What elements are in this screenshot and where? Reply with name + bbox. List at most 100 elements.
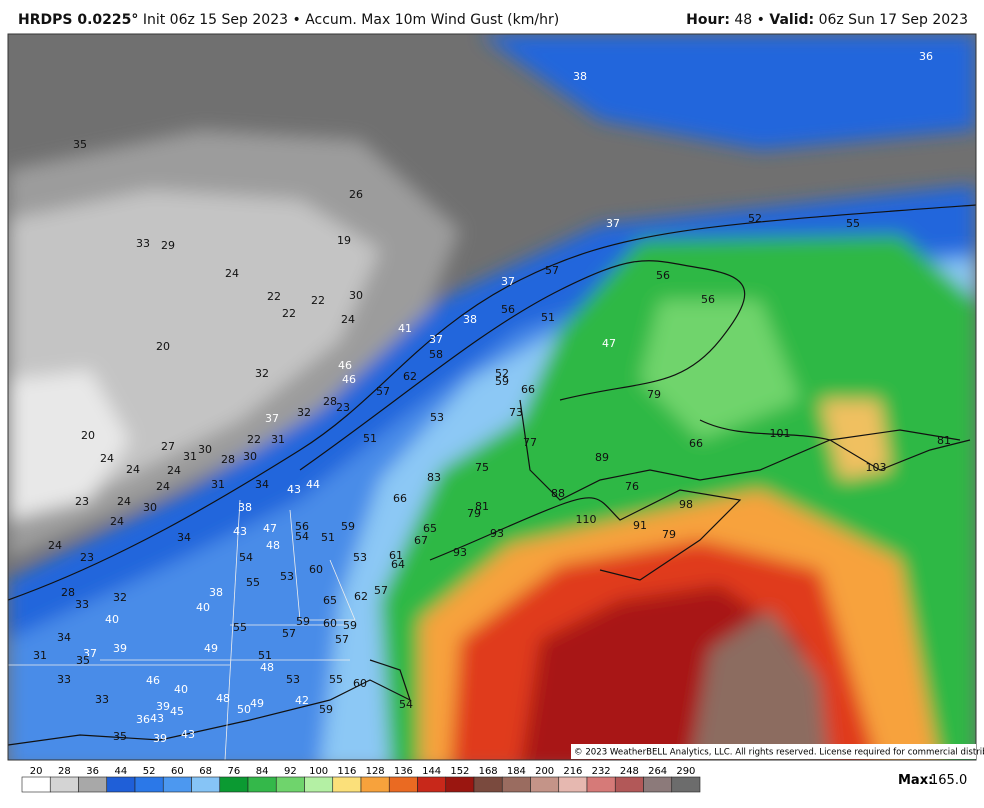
colorbar-swatch — [671, 776, 701, 793]
gust-label: 30 — [198, 443, 212, 456]
gust-label: 43 — [150, 712, 164, 725]
gust-label: 33 — [57, 673, 71, 686]
gust-label: 59 — [495, 375, 509, 388]
gust-label: 38 — [238, 501, 252, 514]
gust-label: 20 — [81, 429, 95, 442]
gust-label: 91 — [633, 519, 647, 532]
gust-label: 48 — [266, 539, 280, 552]
gust-label: 79 — [662, 528, 676, 541]
gust-label: 51 — [541, 311, 555, 324]
model: HRDPS 0.0225° — [18, 12, 139, 28]
gust-label: 24 — [156, 480, 170, 493]
gust-label: 51 — [258, 649, 272, 662]
gust-label: 54 — [239, 551, 253, 564]
gust-label: 27 — [161, 440, 175, 453]
gust-label: 65 — [323, 594, 337, 607]
gust-label: 40 — [174, 683, 188, 696]
colorbar-tick-label: 116 — [337, 766, 356, 777]
valid-info: Hour: 48 • Valid: 06z Sun 17 Sep 2023 — [686, 12, 968, 28]
gust-label: 101 — [770, 427, 791, 440]
gust-label: 57 — [282, 627, 296, 640]
gust-label: 47 — [602, 337, 616, 350]
gust-label: 60 — [353, 677, 367, 690]
gust-label: 34 — [255, 478, 269, 491]
gust-label: 22 — [282, 307, 296, 320]
gust-label: 19 — [337, 234, 351, 247]
colorbar-swatch — [388, 776, 418, 793]
colorbar-swatch — [106, 776, 136, 793]
colorbar-tick-label: 36 — [86, 766, 99, 777]
gust-label: 53 — [353, 551, 367, 564]
field — [8, 34, 976, 760]
gust-label: 35 — [113, 730, 127, 743]
colorbar-swatch — [275, 776, 305, 793]
gust-label: 43 — [233, 525, 247, 538]
gust-label: 61 — [389, 549, 403, 562]
gust-label: 32 — [255, 367, 269, 380]
colorbar-tick-label: 168 — [479, 766, 498, 777]
colorbar-tick-label: 290 — [676, 766, 695, 777]
gust-label: 89 — [595, 451, 609, 464]
gust-label: 34 — [177, 531, 191, 544]
separator: • — [756, 12, 765, 28]
colorbar-tick-label: 248 — [620, 766, 639, 777]
gust-label: 57 — [545, 264, 559, 277]
gust-label: 38 — [463, 313, 477, 326]
gust-label: 49 — [250, 697, 264, 710]
colorbar-swatch — [162, 776, 192, 793]
colorbar-tick-label: 68 — [199, 766, 212, 777]
colorbar-tick-label: 152 — [450, 766, 469, 777]
colorbar-tick-label: 128 — [366, 766, 385, 777]
gust-label: 57 — [374, 584, 388, 597]
gust-label: 60 — [309, 563, 323, 576]
gust-label: 24 — [48, 539, 62, 552]
colorbar-tick-label: 28 — [58, 766, 71, 777]
gust-label: 93 — [490, 527, 504, 540]
colorbar-swatch — [360, 776, 390, 793]
gust-label: 36 — [919, 50, 933, 63]
gust-label: 34 — [57, 631, 71, 644]
gust-label: 37 — [606, 217, 620, 230]
gust-label: 98 — [679, 498, 693, 511]
colorbar-tick-label: 76 — [228, 766, 241, 777]
gust-label: 24 — [341, 313, 355, 326]
gust-label: 59 — [341, 520, 355, 533]
colorbar-tick-label: 60 — [171, 766, 184, 777]
gust-label: 56 — [295, 520, 309, 533]
gust-label: 56 — [656, 269, 670, 282]
gust-label: 103 — [866, 461, 887, 474]
colorbar-swatch — [191, 776, 221, 793]
gust-label: 51 — [363, 432, 377, 445]
gust-label: 59 — [319, 703, 333, 716]
gust-label: 55 — [233, 621, 247, 634]
gust-label: 35 — [76, 654, 90, 667]
gust-label: 65 — [423, 522, 437, 535]
colorbar-tick-label: 92 — [284, 766, 297, 777]
gust-label: 75 — [475, 461, 489, 474]
gust-label: 24 — [225, 267, 239, 280]
gust-label: 55 — [329, 673, 343, 686]
colorbar-swatch — [304, 776, 334, 793]
gust-label: 24 — [110, 515, 124, 528]
valid-label: Valid: — [769, 12, 815, 28]
colorbar-swatch — [417, 776, 447, 793]
gust-label: 24 — [167, 464, 181, 477]
max-label: Max: — [898, 773, 933, 788]
gust-label: 33 — [95, 693, 109, 706]
gust-label: 79 — [467, 507, 481, 520]
gust-label: 110 — [576, 513, 597, 526]
gust-label: 76 — [625, 480, 639, 493]
gust-label: 46 — [338, 359, 352, 372]
gust-label: 33 — [75, 598, 89, 611]
gust-label: 58 — [429, 348, 443, 361]
gust-label: 28 — [323, 395, 337, 408]
gust-label: 53 — [430, 411, 444, 424]
gust-label: 23 — [80, 551, 94, 564]
gust-label: 41 — [398, 322, 412, 335]
gust-label: 37 — [429, 333, 443, 346]
gust-label: 39 — [113, 642, 127, 655]
gust-label: 22 — [267, 290, 281, 303]
gust-label: 29 — [161, 239, 175, 252]
